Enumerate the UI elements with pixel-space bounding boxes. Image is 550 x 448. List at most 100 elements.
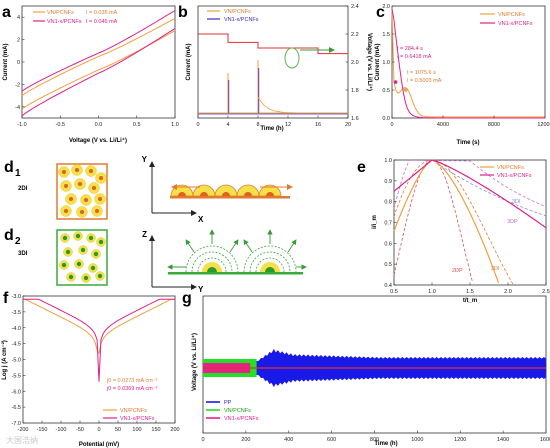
xtick-label-b-5: 20 bbox=[345, 122, 351, 128]
panel-b: b 0 4 8 12 16 201.6 1.8 2.0 2.2 2.4 Time (h) Curr… bbox=[178, 4, 373, 132]
xtick-label-f-6: 100 bbox=[132, 427, 141, 433]
nucleus-core-3di-10 bbox=[68, 274, 74, 280]
exp-curve-e-vn bbox=[393, 159, 500, 284]
panel-letter-d1: d bbox=[4, 159, 14, 176]
ytick-label-e-1: 0.5 bbox=[384, 262, 392, 268]
ticks-b: 0 4 8 12 16 201.6 1.8 2.0 2.2 2.4 bbox=[196, 4, 358, 128]
xlabel-b: Time (h) bbox=[260, 126, 283, 132]
nucleus-core-3di-2 bbox=[88, 235, 94, 241]
legend-c: VN/PCNFs VN1-x/PCNFs bbox=[480, 12, 533, 27]
theory-curve-2dp bbox=[393, 159, 473, 283]
exp-curve-e-vn1x bbox=[393, 159, 547, 229]
ytick-label-c-4: 2.0 bbox=[382, 4, 390, 10]
ytick-label-f-7: -6.5 bbox=[12, 405, 21, 411]
theory-curve-3di bbox=[431, 159, 547, 217]
legend-label-g-0: PP bbox=[224, 400, 232, 406]
ytick-label-a-4: 4 bbox=[17, 15, 20, 21]
ticks-g: 0 200 400 600 800 1000 1200 1400 1600 bbox=[201, 430, 550, 443]
voltage-step-curve-b bbox=[198, 33, 348, 55]
xtick-label-f-7: 150 bbox=[151, 427, 160, 433]
ytick-label-e-5: 0.9 bbox=[384, 179, 392, 185]
xtick-label-g-6: 1200 bbox=[454, 437, 466, 443]
nucleus-core-3di-6 bbox=[93, 251, 99, 257]
annotation-c-t2: t = 1075.6 s bbox=[407, 70, 436, 76]
panel-letter-f: f bbox=[3, 290, 9, 307]
panel-f: f -200 -150 -100 -50 0 50 100 150 200 -3.0 -3.5 -4.… bbox=[1, 290, 180, 448]
legend-label-c-0: VN/PCNFs bbox=[498, 12, 525, 18]
ytick-label-a-3: 2 bbox=[17, 38, 20, 44]
legend-a: VN/PCNFs I = 0.035 mA VN1-x/PCNFs I = 0.… bbox=[33, 10, 118, 25]
nucleus-core-3di-7 bbox=[61, 262, 67, 268]
cv-loop-upper-a-0 bbox=[21, 17, 176, 97]
tafel-curve-f-vn1x bbox=[23, 298, 175, 382]
legend-b: VN/PCNFs VN1-x/PCNFs bbox=[207, 9, 259, 23]
panel-letter-b: b bbox=[178, 4, 188, 21]
panel-a: a -1.0 -0.5 0.0 0.5 1.0 -4 -2 0 2 4 Voltage (V vs… bbox=[2, 4, 179, 144]
ytick-label-f-6: -6.0 bbox=[12, 389, 21, 395]
panel-letter-g: g bbox=[182, 290, 192, 307]
legend-label-e-0: VN/PCNFs bbox=[497, 165, 524, 171]
diffusion-fields-3d bbox=[167, 229, 307, 273]
nucleus-core-2di-6 bbox=[92, 186, 96, 190]
ytick-label-e-3: 0.7 bbox=[384, 221, 392, 227]
dome-core-2d-4 bbox=[266, 192, 274, 196]
xtick-label-g-2: 400 bbox=[284, 437, 293, 443]
xtick-label-b-0: 0 bbox=[196, 122, 199, 128]
ytick-label-b-4: 2.4 bbox=[351, 4, 359, 10]
flux-arrow-ul-3d-0 bbox=[185, 239, 195, 253]
ytick-label-a-1: -2 bbox=[15, 82, 20, 88]
nucleus-core-2di-8 bbox=[84, 198, 88, 202]
ytick-label-e-6: 1.0 bbox=[384, 158, 392, 164]
ylabel-c: Current (mA) bbox=[375, 43, 381, 80]
legend-label-a-1: VN1-x/PCNFs bbox=[47, 19, 82, 25]
legend-label-f-0: VN/PCNFs bbox=[120, 408, 147, 414]
dome-core-2d-1 bbox=[200, 192, 208, 196]
nucleus-core-2di-11 bbox=[80, 210, 84, 214]
ytick-label-e-4: 0.8 bbox=[384, 200, 392, 206]
xtick-label-c-2: 8000 bbox=[488, 122, 500, 128]
legend-label-b-1: VN1-x/PCNFs bbox=[224, 17, 259, 23]
current-transient-c-vn1x bbox=[391, 8, 545, 119]
diffusion-ring-3d-1-2 bbox=[255, 257, 285, 273]
xtick-label-a-2: 0.0 bbox=[95, 122, 103, 128]
xtick-label-g-8: 1600 bbox=[540, 437, 550, 443]
xlabel-a: Voltage (V vs. Li/Li⁺) bbox=[69, 137, 127, 144]
nucleus-core-3di-12 bbox=[97, 273, 103, 279]
nucleus-core-3di-9 bbox=[90, 265, 96, 271]
legend-e: VN/PCNFs VN1-x/PCNFs bbox=[480, 165, 532, 179]
xtick-label-b-3: 12 bbox=[285, 122, 291, 128]
diffusion-ring-3d-0-0 bbox=[185, 245, 239, 273]
nuclei-2di bbox=[58, 164, 107, 218]
legend-label-f-1: VN1-x/PCNFs bbox=[120, 416, 155, 422]
xlabel-g: Time (h) bbox=[374, 441, 397, 447]
ytick-label-b-3: 2.2 bbox=[351, 32, 359, 38]
curve-label-2di: 2DI bbox=[491, 266, 500, 272]
ylabel-g: Voltage (V vs. Li/Li⁺) bbox=[191, 333, 198, 391]
panel-letter-e: e bbox=[357, 159, 366, 176]
current-decay-b bbox=[257, 96, 348, 114]
legend-note-a-0: I = 0.035 mA bbox=[86, 10, 118, 16]
mode-label-2di: 2DI bbox=[18, 186, 28, 192]
xtick-label-f-4: 0 bbox=[97, 427, 100, 433]
peak-marker-c-vn bbox=[403, 88, 408, 92]
nucleus-core-2di-4 bbox=[64, 184, 68, 188]
flux-arrow-ul-3d-1 bbox=[243, 239, 253, 253]
nucleus-core-2di-7 bbox=[69, 197, 73, 201]
ytick-label-a-2: 0 bbox=[17, 60, 20, 66]
series-curves-b bbox=[198, 33, 348, 115]
flux-arrow-ur-3d-0 bbox=[229, 239, 239, 253]
series-curves-c bbox=[391, 8, 545, 119]
nucleus-core-2di-5 bbox=[78, 182, 82, 186]
nucleus-core-2di-2 bbox=[89, 169, 93, 173]
xtick-label-g-0: 0 bbox=[201, 437, 204, 443]
axes-frame-f bbox=[22, 295, 176, 424]
dome-2d-4 bbox=[258, 184, 282, 197]
dome-core-3d-0 bbox=[207, 267, 217, 272]
dome-core-3d-1 bbox=[265, 267, 275, 272]
ytick-label-f-5: -5.5 bbox=[12, 373, 21, 379]
xtick-label-f-3: -50 bbox=[76, 427, 84, 433]
nucleus-core-2di-3 bbox=[99, 176, 103, 180]
